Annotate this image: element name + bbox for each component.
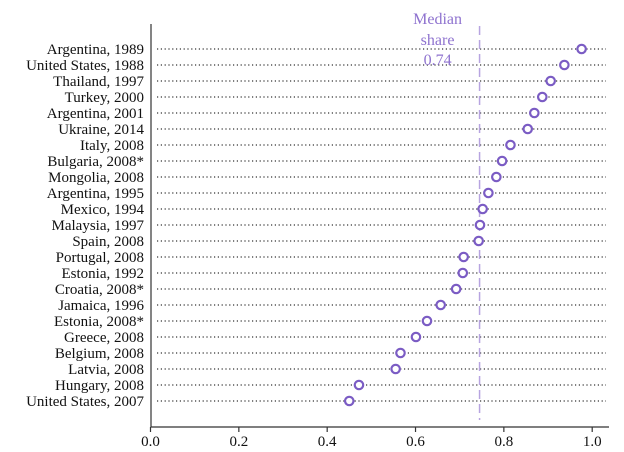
data-point (450, 283, 462, 295)
median-label-line-1: Median (413, 11, 462, 28)
data-point (353, 379, 365, 391)
data-point (545, 75, 556, 87)
data-point (421, 315, 433, 327)
category-label: Italy, 2008 (80, 138, 144, 154)
data-point (576, 43, 587, 55)
category-label: Latvia, 2008 (68, 362, 144, 378)
category-label: Turkey, 2000 (65, 90, 144, 106)
category-label: Hungary, 2008 (55, 378, 144, 394)
x-tick-label: 0.8 (494, 434, 513, 450)
data-point (473, 235, 484, 247)
data-point (474, 219, 486, 231)
x-tick-label: 1.0 (583, 434, 602, 450)
data-point (477, 203, 488, 215)
data-point (458, 251, 469, 263)
x-tick-label: 0.4 (318, 434, 337, 450)
category-label: Spain, 2008 (72, 234, 144, 250)
category-label: Malaysia, 1997 (52, 218, 145, 234)
median-label-line-3: 0.74 (424, 52, 452, 69)
category-label: Portugal, 2008 (56, 250, 144, 266)
category-label: Estonia, 2008* (54, 314, 144, 330)
category-label: United States, 1988 (26, 58, 144, 74)
category-label: Estonia, 1992 (62, 266, 145, 282)
category-label: Bulgaria, 2008* (47, 154, 144, 170)
data-point (491, 171, 502, 183)
category-label: United States, 2007 (26, 394, 144, 410)
data-point (483, 187, 494, 199)
data-point (390, 363, 401, 375)
data-point (343, 395, 355, 407)
data-point (395, 347, 406, 359)
category-label: Jamaica, 1996 (58, 298, 144, 314)
data-point (496, 155, 508, 167)
category-label: Greece, 2008 (64, 330, 144, 346)
data-point (435, 299, 446, 311)
x-tick-label: 0.2 (229, 434, 248, 450)
category-label: Croatia, 2008* (55, 282, 144, 298)
data-point (457, 267, 469, 279)
data-point (505, 139, 516, 151)
x-tick-label: 0.0 (141, 434, 160, 450)
data-point (529, 107, 540, 119)
data-point (522, 123, 534, 135)
category-label: Belgium, 2008 (55, 346, 144, 362)
category-label: Argentina, 1995 (47, 186, 144, 202)
category-label: Thailand, 1997 (53, 74, 144, 90)
data-point (536, 91, 548, 103)
x-tick-label: 0.6 (406, 434, 425, 450)
median-label-line-2: share (421, 32, 455, 49)
category-label: Ukraine, 2014 (58, 122, 144, 138)
category-label: Mongolia, 2008 (48, 170, 144, 186)
data-point (410, 331, 422, 343)
category-label: Argentina, 1989 (47, 42, 144, 58)
category-label: Mexico, 1994 (61, 202, 145, 218)
data-point (559, 59, 570, 71)
category-label: Argentina, 2001 (47, 106, 144, 122)
